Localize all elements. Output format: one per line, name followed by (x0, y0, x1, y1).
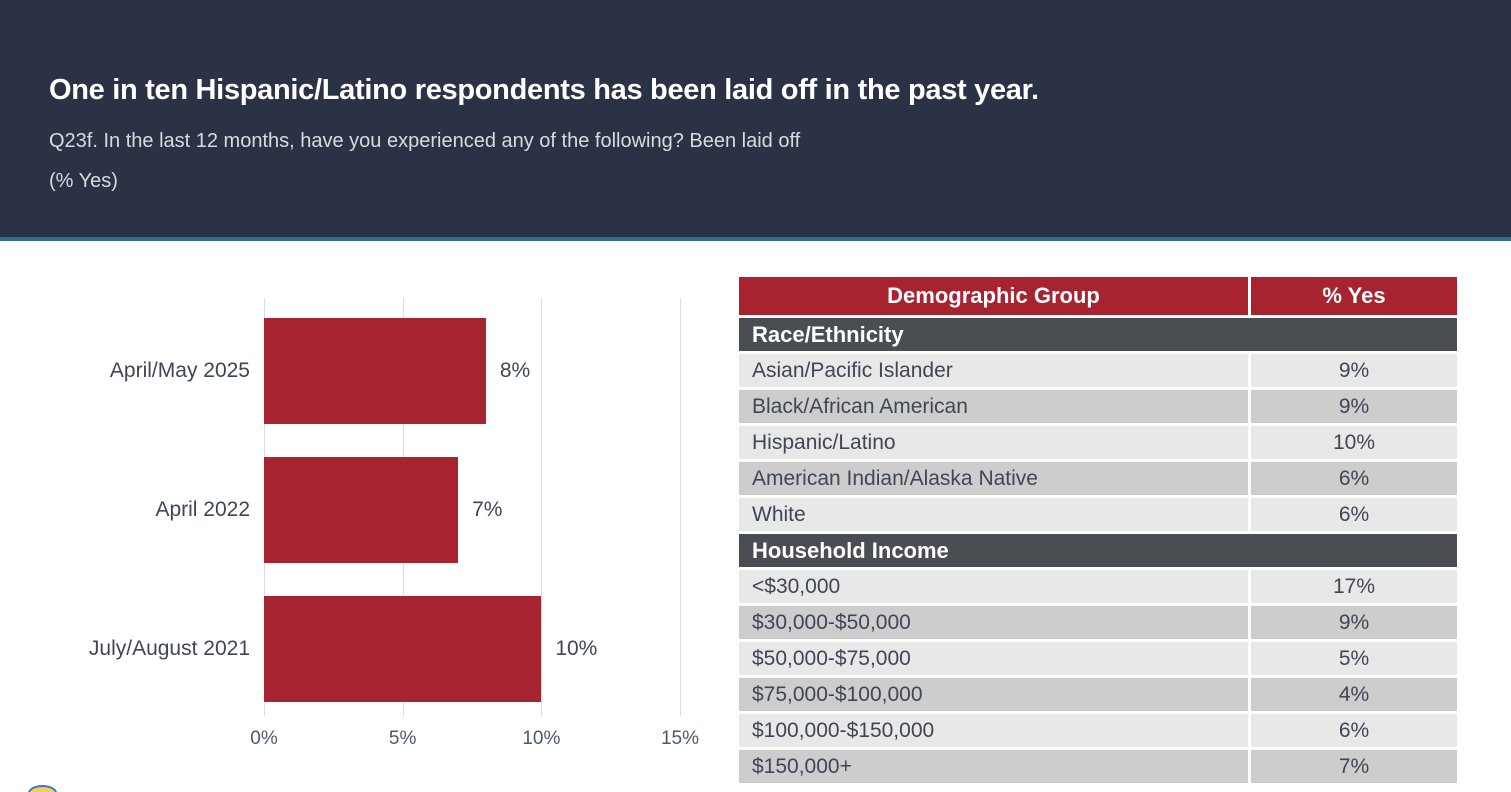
bar-value-label: 7% (472, 498, 503, 521)
table-cell-value: 9% (1338, 394, 1370, 418)
table-cell-group: $75,000-$100,000 (739, 678, 1251, 711)
table-cell-value: 6% (1338, 466, 1370, 490)
bar (264, 457, 459, 563)
table-cell-value: 6% (1338, 502, 1370, 526)
bar-value-label: 8% (499, 359, 531, 382)
table-cell-group: Hispanic/Latino (739, 426, 1251, 459)
table-cell-value: 10% (1332, 430, 1376, 454)
table-header-yes: % Yes (1322, 283, 1386, 308)
demographics-table: Demographic Group % Yes Race/Ethnicity As… (739, 277, 1457, 786)
table-row: Asian/Pacific Islander 9% (739, 354, 1457, 387)
category-label: April/May 2025 (109, 359, 250, 382)
gridline (680, 298, 681, 717)
table-section-header: Race/Ethnicity (739, 318, 1457, 351)
table-cell-value: 9% (1338, 358, 1370, 382)
table-cell-value: 6% (1338, 718, 1370, 742)
x-axis-tick-label: 0% (250, 728, 278, 749)
table-row: <$30,000 17% (739, 570, 1457, 603)
table-row: $150,000+ 7% (739, 750, 1457, 783)
bar-chart: 0% 5% 10% 15% April/May 2025 8% April 2022 7% Ju… (0, 298, 710, 768)
table-row: $75,000-$100,000 4% (739, 678, 1457, 711)
table-cell-value: 4% (1338, 682, 1370, 706)
category-label: July/August 2021 (88, 637, 250, 660)
table-header-group: Demographic Group (739, 277, 1251, 315)
table-cell-value: 7% (1338, 754, 1370, 778)
bar-row: April 2022 7% (155, 457, 680, 563)
bar-row: July/August 2021 10% (89, 596, 680, 702)
x-axis-tick-label: 15% (660, 728, 700, 749)
x-axis-tick-label: 10% (522, 728, 561, 749)
table-row: American Indian/Alaska Native 6% (739, 462, 1457, 495)
table-cell-group: $100,000-$150,000 (739, 714, 1251, 747)
table-header-row: Demographic Group % Yes (739, 277, 1457, 315)
bar (264, 318, 486, 424)
question-subtitle: Q23f. In the last 12 months, have you ex… (49, 130, 801, 152)
table-cell-group: <$30,000 (739, 570, 1251, 603)
bar-row: April/May 2025 8% (110, 318, 680, 424)
x-axis-tick-label: 5% (388, 728, 417, 749)
table-row: $50,000-$75,000 5% (739, 642, 1457, 675)
page-title: One in ten Hispanic/Latino respondents h… (49, 74, 1039, 106)
bar (264, 596, 542, 702)
partial-circle-logo (28, 785, 57, 792)
table-cell-value: 17% (1332, 574, 1376, 598)
table-section-header: Household Income (739, 534, 1457, 567)
table-row: $30,000-$50,000 9% (739, 606, 1457, 639)
table-row: Black/African American 9% (739, 390, 1457, 423)
gridline (541, 298, 543, 717)
table-cell-group: $30,000-$50,000 (739, 606, 1251, 639)
table-cell-group: $50,000-$75,000 (739, 642, 1251, 675)
table-cell-group: Black/African American (739, 390, 1251, 423)
category-label: April 2022 (155, 498, 250, 521)
table-cell-group: American Indian/Alaska Native (739, 462, 1251, 495)
table-cell-group: $150,000+ (739, 750, 1251, 783)
bar-value-label: 10% (555, 637, 598, 660)
table-cell-value: 5% (1338, 646, 1370, 670)
table-row: $100,000-$150,000 6% (739, 714, 1457, 747)
table-row: White 6% (739, 498, 1457, 531)
table-cell-group: White (739, 498, 1251, 531)
percent-yes-note: (% Yes) (49, 170, 118, 192)
header-band: One in ten Hispanic/Latino respondents h… (0, 0, 1511, 241)
table-row: Hispanic/Latino 10% (739, 426, 1457, 459)
table-cell-group: Asian/Pacific Islander (739, 354, 1251, 387)
plot-area: 0% 5% 10% 15% April/May 2025 8% April 2022 7% Ju… (89, 298, 699, 749)
table-cell-value: 9% (1338, 610, 1370, 634)
